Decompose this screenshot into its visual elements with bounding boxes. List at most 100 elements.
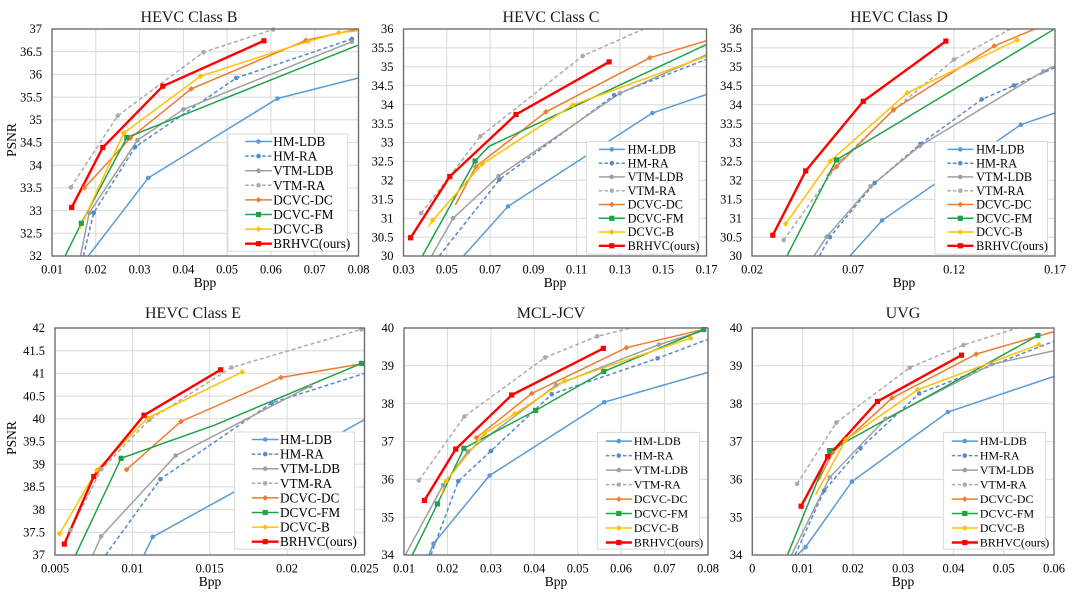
svg-text:DCVC-FM: DCVC-FM — [628, 211, 684, 225]
svg-text:0.02: 0.02 — [85, 263, 107, 277]
svg-text:33.5: 33.5 — [20, 181, 42, 195]
svg-text:37: 37 — [382, 435, 395, 449]
svg-text:DCVC-B: DCVC-B — [980, 521, 1025, 535]
svg-text:42: 42 — [33, 321, 46, 335]
svg-text:Bpp: Bpp — [892, 574, 915, 589]
svg-text:DCVC-FM: DCVC-FM — [976, 211, 1032, 225]
svg-text:0.025: 0.025 — [350, 562, 378, 576]
svg-text:0.01: 0.01 — [41, 263, 63, 277]
svg-text:40: 40 — [382, 321, 395, 335]
svg-text:BRHVC(ours): BRHVC(ours) — [976, 239, 1048, 253]
svg-text:0.04: 0.04 — [523, 562, 546, 576]
svg-text:0.12: 0.12 — [943, 263, 965, 277]
svg-text:0.11: 0.11 — [566, 263, 587, 277]
svg-text:35: 35 — [30, 113, 43, 127]
svg-text:DCVC-DC: DCVC-DC — [280, 490, 340, 505]
svg-text:36.5: 36.5 — [20, 45, 42, 59]
svg-text:32: 32 — [730, 174, 743, 188]
svg-text:36: 36 — [30, 68, 43, 82]
svg-text:0.03: 0.03 — [129, 263, 151, 277]
svg-text:0.07: 0.07 — [654, 562, 676, 576]
svg-text:30: 30 — [381, 249, 394, 263]
svg-text:HM-RA: HM-RA — [273, 149, 317, 164]
svg-text:HM-LDB: HM-LDB — [980, 434, 1027, 448]
svg-text:35: 35 — [730, 60, 743, 74]
svg-text:0.01: 0.01 — [121, 562, 143, 576]
svg-text:PSNR: PSNR — [4, 421, 19, 455]
svg-text:0.04: 0.04 — [942, 562, 965, 576]
svg-text:38: 38 — [730, 397, 743, 411]
svg-text:VTM-LDB: VTM-LDB — [628, 170, 684, 184]
svg-text:DCVC-B: DCVC-B — [273, 222, 323, 237]
svg-text:VTM-LDB: VTM-LDB — [976, 170, 1032, 184]
svg-text:0.02: 0.02 — [741, 263, 763, 277]
svg-text:BRHVC(ours): BRHVC(ours) — [273, 236, 350, 251]
svg-text:DCVC-FM: DCVC-FM — [280, 505, 340, 520]
svg-text:0.02: 0.02 — [276, 562, 298, 576]
svg-text:HM-RA: HM-RA — [628, 156, 669, 170]
svg-text:0.07: 0.07 — [842, 263, 864, 277]
svg-text:HM-LDB: HM-LDB — [628, 143, 677, 157]
svg-text:0.17: 0.17 — [1044, 263, 1066, 277]
svg-text:HM-RA: HM-RA — [634, 449, 674, 463]
svg-text:35.5: 35.5 — [20, 90, 42, 104]
svg-text:33: 33 — [730, 136, 743, 150]
svg-text:35: 35 — [382, 510, 395, 524]
svg-text:0.02: 0.02 — [436, 562, 458, 576]
svg-text:DCVC-DC: DCVC-DC — [634, 492, 688, 506]
svg-text:32.5: 32.5 — [720, 155, 742, 169]
svg-text:37: 37 — [30, 22, 43, 36]
svg-text:0.02: 0.02 — [842, 562, 864, 576]
svg-text:0.03: 0.03 — [393, 263, 415, 277]
svg-text:0: 0 — [749, 562, 755, 576]
svg-text:34: 34 — [730, 548, 743, 562]
svg-text:HEVC Class E: HEVC Class E — [145, 305, 241, 322]
svg-text:BRHVC(ours): BRHVC(ours) — [280, 534, 357, 549]
svg-text:32: 32 — [381, 174, 394, 188]
svg-text:30.5: 30.5 — [372, 230, 394, 244]
svg-text:0.05: 0.05 — [436, 263, 458, 277]
svg-text:HM-RA: HM-RA — [280, 447, 324, 462]
svg-text:35.5: 35.5 — [372, 41, 394, 55]
svg-text:37.5: 37.5 — [23, 526, 45, 540]
svg-text:0.07: 0.07 — [304, 263, 326, 277]
svg-text:31: 31 — [730, 211, 743, 225]
svg-text:40: 40 — [33, 412, 46, 426]
svg-text:34: 34 — [381, 98, 394, 112]
svg-text:0.01: 0.01 — [393, 562, 415, 576]
svg-text:VTM-LDB: VTM-LDB — [280, 461, 340, 476]
svg-text:0.005: 0.005 — [41, 562, 69, 576]
svg-text:Bpp: Bpp — [544, 275, 567, 290]
svg-text:DCVC-DC: DCVC-DC — [628, 198, 683, 212]
svg-text:33: 33 — [30, 204, 43, 218]
svg-text:HEVC Class B: HEVC Class B — [141, 9, 238, 26]
svg-text:31.5: 31.5 — [720, 192, 742, 206]
svg-text:DCVC-B: DCVC-B — [976, 225, 1022, 239]
svg-text:35: 35 — [730, 510, 743, 524]
svg-text:37: 37 — [730, 435, 743, 449]
svg-text:DCVC-FM: DCVC-FM — [273, 207, 333, 222]
svg-text:Bpp: Bpp — [893, 275, 916, 290]
svg-text:HM-LDB: HM-LDB — [273, 134, 325, 149]
svg-text:VTM-RA: VTM-RA — [280, 476, 332, 491]
svg-text:BRHVC(ours): BRHVC(ours) — [980, 536, 1049, 550]
svg-text:HEVC Class D: HEVC Class D — [850, 9, 948, 26]
svg-text:VTM-LDB: VTM-LDB — [980, 463, 1034, 477]
svg-text:34: 34 — [730, 98, 743, 112]
svg-text:32: 32 — [30, 249, 43, 263]
svg-text:0.05: 0.05 — [216, 263, 238, 277]
svg-text:VTM-RA: VTM-RA — [634, 478, 681, 492]
svg-text:UVG: UVG — [886, 305, 921, 322]
svg-text:39: 39 — [33, 457, 46, 471]
svg-text:36: 36 — [381, 22, 394, 36]
svg-text:0.015: 0.015 — [196, 562, 224, 576]
svg-text:VTM-RA: VTM-RA — [273, 178, 325, 193]
svg-text:33.5: 33.5 — [720, 117, 742, 131]
svg-text:0.01: 0.01 — [792, 562, 814, 576]
svg-text:HM-RA: HM-RA — [976, 156, 1017, 170]
svg-text:HM-LDB: HM-LDB — [976, 143, 1025, 157]
svg-text:34: 34 — [30, 158, 43, 172]
svg-text:33.5: 33.5 — [372, 117, 394, 131]
svg-text:36: 36 — [730, 473, 743, 487]
svg-text:34.5: 34.5 — [720, 79, 742, 93]
